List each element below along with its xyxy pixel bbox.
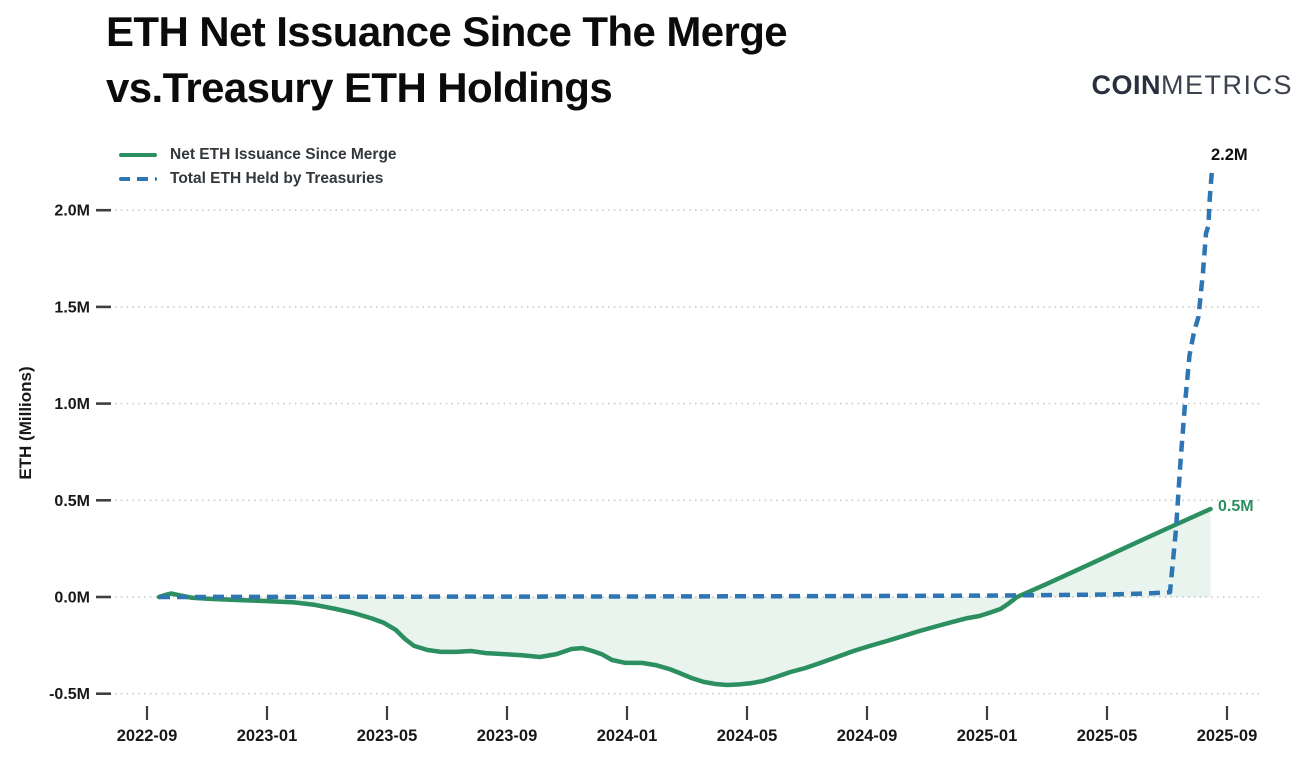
annotation-treasury-peak: 2.2M xyxy=(1211,146,1248,164)
x-tick-label: 2024-09 xyxy=(837,727,898,745)
legend-item-treasuries: Total ETH Held by Treasuries xyxy=(119,167,397,191)
y-tick-label: 0.5M xyxy=(54,493,90,510)
x-tick-label: 2023-05 xyxy=(357,727,418,745)
chart-title-line2: vs.Treasury ETH Holdings xyxy=(106,64,613,111)
x-tick-label: 2024-01 xyxy=(597,727,658,745)
legend-swatch-blue-dashed-line xyxy=(119,177,157,181)
legend-label-treasuries: Total ETH Held by Treasuries xyxy=(170,170,384,187)
chart-title-line1: ETH Net Issuance Since The Merge xyxy=(106,8,788,55)
y-tick-label: 1.0M xyxy=(54,396,90,413)
x-tick-label: 2024-05 xyxy=(717,727,778,745)
x-tick-label: 2023-01 xyxy=(237,727,298,745)
y-tick-label: 2.0M xyxy=(54,203,90,220)
x-tick-label: 2025-01 xyxy=(957,727,1018,745)
legend-item-net-issuance: Net ETH Issuance Since Merge xyxy=(119,143,397,167)
annotation-issuance-end: 0.5M xyxy=(1218,498,1254,515)
y-tick-label: -0.5M xyxy=(49,686,90,703)
chart-legend: Net ETH Issuance Since Merge Total ETH H… xyxy=(119,143,397,191)
x-tick-label: 2025-09 xyxy=(1197,727,1258,745)
x-tick-label: 2025-05 xyxy=(1077,727,1138,745)
net-issuance-line-positive xyxy=(185,506,1213,688)
legend-swatch-green-solid-line xyxy=(119,153,157,157)
treasury-holdings-line xyxy=(158,169,1215,600)
coinmetrics-logo: COINMETRICS xyxy=(1092,70,1294,101)
logo-coin-text: COIN xyxy=(1091,70,1161,100)
y-tick-label: 1.5M xyxy=(54,299,90,316)
chart-title: ETH Net Issuance Since The Merge vs.Trea… xyxy=(106,4,788,116)
legend-label-net-issuance: Net ETH Issuance Since Merge xyxy=(170,146,397,163)
y-tick-label: 0.0M xyxy=(54,590,90,607)
x-tick-label: 2022-09 xyxy=(117,727,178,745)
logo-metrics-text: METRICS xyxy=(1161,70,1293,100)
x-tick-label: 2023-09 xyxy=(477,727,538,745)
